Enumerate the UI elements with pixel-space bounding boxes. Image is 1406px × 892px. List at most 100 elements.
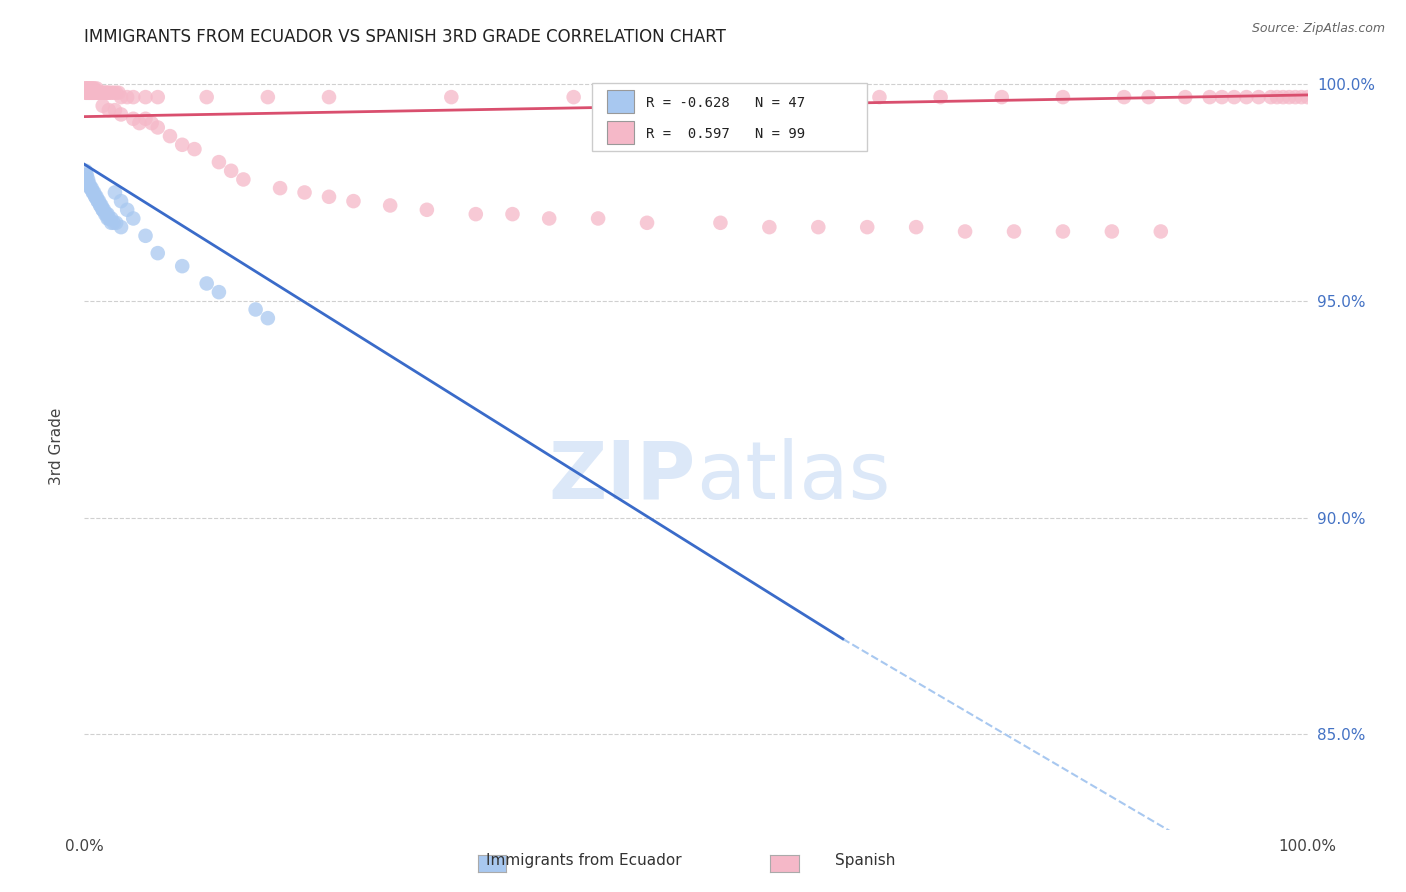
Point [91,202,114,217]
Point [89,86,111,100]
Point [538,211,561,226]
Point [79,81,101,95]
Point [104,103,127,117]
Point [807,90,830,104]
Point [76,86,98,100]
Point [82,186,104,200]
Point [97,211,120,226]
Point [1052,90,1074,104]
Point [232,172,254,186]
Point [294,186,316,200]
Point [1211,90,1233,104]
FancyBboxPatch shape [592,83,868,151]
Point [122,90,145,104]
Point [100,86,122,100]
Point [953,224,976,238]
Point [75,172,97,186]
Text: Spanish: Spanish [835,854,894,868]
Point [1174,90,1197,104]
Point [75,81,97,95]
Point [135,112,157,126]
Point [80,86,103,100]
Text: IMMIGRANTS FROM ECUADOR VS SPANISH 3RD GRADE CORRELATION CHART: IMMIGRANTS FROM ECUADOR VS SPANISH 3RD G… [84,28,727,45]
Point [80,181,103,195]
Bar [606,90,634,113]
Point [208,155,231,169]
Point [110,107,132,121]
Point [758,220,780,235]
Y-axis label: 3rd Grade: 3rd Grade [49,408,63,484]
Point [110,220,132,235]
Point [991,90,1014,104]
Point [84,190,107,204]
Point [122,112,145,126]
Point [97,211,120,226]
Point [110,90,132,104]
Point [856,220,879,235]
Point [97,86,120,100]
Point [1296,90,1319,104]
Point [75,81,97,95]
Point [1114,90,1136,104]
Point [86,190,108,204]
Point [1052,224,1074,238]
Point [100,211,122,226]
Point [82,86,104,100]
Point [1272,90,1295,104]
Point [104,186,127,200]
Text: atlas: atlas [696,438,890,516]
Point [141,116,163,130]
Point [77,86,100,100]
Point [94,207,117,221]
Point [87,86,110,100]
Point [110,194,132,208]
Point [79,181,101,195]
Point [79,181,101,195]
Point [105,86,128,100]
Point [245,302,267,317]
Point [172,137,194,152]
Point [269,181,291,195]
Point [87,86,110,100]
Point [97,103,120,117]
Point [586,211,609,226]
Point [77,86,100,100]
Point [96,86,118,100]
Point [87,194,110,208]
Point [709,216,731,230]
Point [416,202,439,217]
Text: Immigrants from Ecuador: Immigrants from Ecuador [485,854,682,868]
Point [90,198,112,212]
Point [82,186,104,200]
Point [257,90,280,104]
Point [1278,90,1301,104]
Point [464,207,486,221]
Text: Source: ZipAtlas.com: Source: ZipAtlas.com [1251,22,1385,36]
Point [318,90,340,104]
Point [1150,224,1173,238]
Point [562,90,585,104]
Point [97,86,120,100]
Point [94,86,117,100]
Point [929,90,952,104]
Point [77,177,100,191]
Point [807,220,830,235]
Point [83,186,105,200]
Point [76,81,98,95]
Point [183,142,205,156]
Point [1265,90,1288,104]
Point [75,168,97,182]
Point [1247,90,1270,104]
Point [87,194,110,208]
Point [1137,90,1160,104]
Point [172,259,194,273]
Point [89,198,111,212]
Point [1101,224,1123,238]
Point [82,81,104,95]
Text: ZIP: ZIP [548,438,696,516]
Point [107,86,129,100]
Point [84,86,107,100]
Point [115,202,138,217]
Point [75,163,97,178]
Point [159,129,181,144]
